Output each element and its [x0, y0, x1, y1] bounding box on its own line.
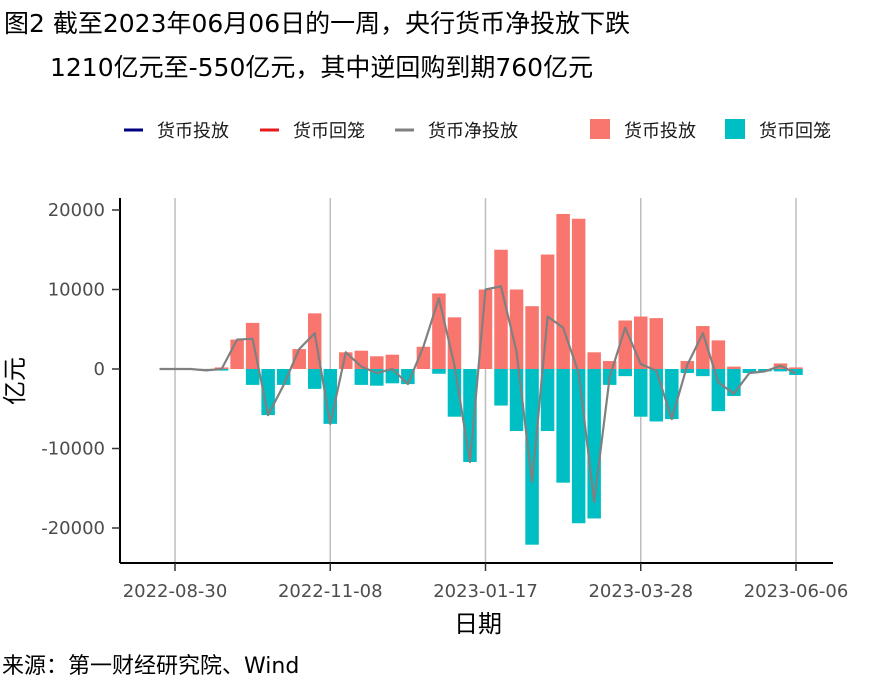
bar-withdrawal — [742, 369, 757, 373]
legend-label-withdrawal-line: 货币回笼 — [293, 121, 365, 142]
bar-injection — [696, 326, 710, 369]
y-tick-label: -20000 — [41, 518, 105, 539]
bar-withdrawal — [307, 369, 322, 389]
bar-withdrawal — [665, 369, 679, 420]
bar-injection — [447, 317, 462, 369]
x-tick-label: 2023-03-28 — [588, 581, 693, 602]
bar-injection — [727, 366, 741, 369]
x-tick-label: 2022-11-08 — [278, 581, 383, 602]
y-tick-label: -10000 — [41, 439, 105, 460]
bar-injection — [789, 367, 803, 369]
series-line-net — [159, 285, 797, 503]
legend-label-withdrawal-bar: 货币回笼 — [759, 121, 831, 142]
bar-withdrawal — [556, 369, 570, 483]
bar-withdrawal — [618, 369, 632, 377]
y-tick-label: 10000 — [48, 280, 105, 301]
bar-withdrawal — [696, 369, 710, 377]
bar-injection — [556, 213, 570, 369]
bar-withdrawal — [245, 369, 260, 385]
bar-injection — [634, 316, 648, 369]
bar-injection — [649, 318, 664, 369]
legend-item-withdrawal-bar: 货币回笼 — [725, 119, 831, 142]
y-axis-title: 亿元 — [1, 357, 29, 405]
source-note: 来源：第一财经研究院、Wind — [2, 654, 300, 679]
bar-withdrawal — [571, 369, 586, 524]
legend-label-injection-line: 货币投放 — [157, 121, 229, 142]
bar-injection — [571, 218, 586, 369]
bar-injection — [432, 293, 446, 369]
x-tick-label: 2022-08-30 — [123, 581, 228, 602]
net-line-group — [159, 285, 797, 503]
legend-item-withdrawal-line: 货币回笼 — [260, 121, 365, 142]
bar-withdrawal — [680, 369, 695, 373]
bar-injection — [385, 354, 400, 369]
bar-injection — [602, 361, 617, 369]
bar-withdrawal — [354, 369, 369, 385]
bar-injection — [618, 320, 632, 369]
chart-title-line1: 图2 截至2023年06月06日的一周，央行货币净投放下跌 — [4, 9, 631, 38]
legend-label-injection-bar: 货币投放 — [624, 121, 696, 142]
bar-withdrawal — [649, 369, 664, 422]
bar-withdrawal — [276, 369, 291, 385]
bars — [199, 213, 803, 545]
bar-injection — [494, 249, 508, 369]
bar-injection — [230, 339, 244, 369]
bar-withdrawal — [432, 369, 446, 374]
bar-withdrawal — [789, 369, 803, 375]
x-axis-title: 日期 — [454, 610, 502, 638]
legend-key-withdrawal-bar — [725, 119, 745, 139]
legend-item-injection-line: 货币投放 — [124, 121, 229, 142]
y-tick-label: 0 — [94, 359, 105, 380]
bar-withdrawal — [540, 369, 555, 432]
bar-injection — [711, 340, 726, 369]
bar-injection — [525, 306, 539, 369]
bar-withdrawal — [773, 369, 788, 372]
legend-key-injection-bar — [590, 119, 610, 139]
y-tick-label: 20000 — [48, 200, 105, 221]
chart-title-line2: 1210亿元至-550亿元，其中逆回购到期760亿元 — [50, 53, 594, 82]
x-tick-label: 2023-01-17 — [433, 581, 538, 602]
bar-injection — [370, 356, 384, 369]
legend: 货币投放 货币回笼 货币净投放 货币投放 货币回笼 — [124, 119, 831, 142]
bar-injection — [509, 289, 524, 369]
bar-withdrawal — [525, 369, 539, 545]
bar-withdrawal — [711, 369, 726, 412]
legend-label-net-line: 货币净投放 — [428, 121, 518, 142]
bar-injection — [587, 352, 601, 369]
bar-injection — [478, 289, 493, 369]
bar-withdrawal — [634, 369, 648, 417]
legend-item-injection-bar: 货币投放 — [590, 119, 696, 142]
bar-injection — [292, 349, 306, 369]
x-ticks: 2022-08-30 2022-11-08 2023-01-17 2023-03-28… — [123, 563, 849, 602]
x-tick-label: 2023-06-06 — [744, 581, 849, 602]
y-ticks: 20000 10000 0 -10000 -20000 — [41, 200, 120, 539]
bar-withdrawal — [758, 369, 772, 372]
bar-withdrawal — [494, 369, 508, 406]
legend-item-net-line: 货币净投放 — [395, 121, 518, 142]
bar-injection — [540, 254, 555, 369]
